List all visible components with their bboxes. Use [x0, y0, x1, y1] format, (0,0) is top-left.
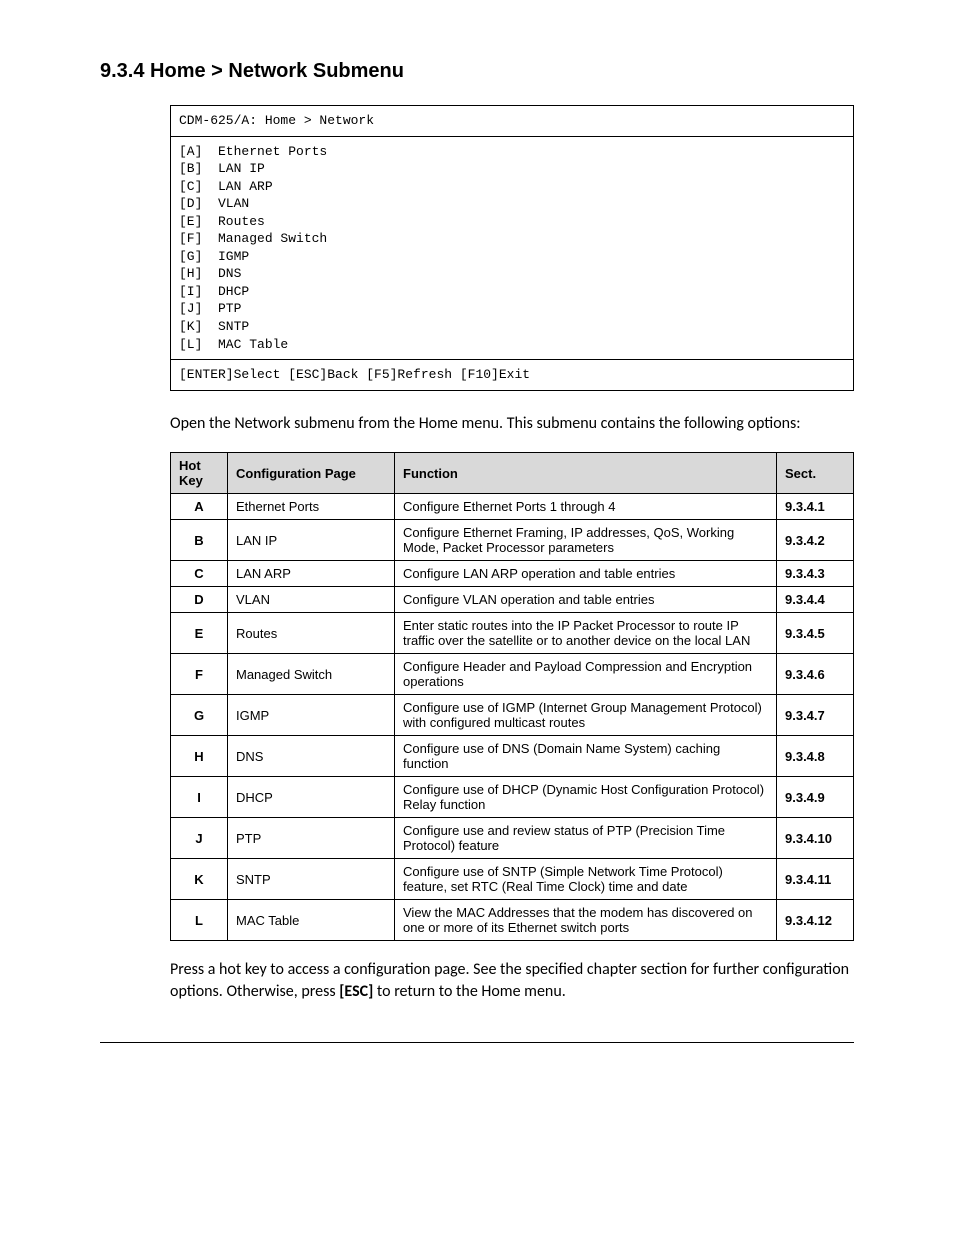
section-heading: 9.3.4 Home > Network Submenu	[100, 60, 854, 83]
terminal-title: CDM-625/A: Home > Network	[171, 106, 853, 137]
cell-function: Configure use of IGMP (Internet Group Ma…	[395, 695, 777, 736]
closing-paragraph: Press a hot key to access a configuratio…	[170, 959, 854, 1002]
cell-sect: 9.3.4.8	[777, 736, 854, 777]
cell-sect: 9.3.4.3	[777, 561, 854, 587]
cell-page: DHCP	[228, 777, 395, 818]
table-row: DVLANConfigure VLAN operation and table …	[171, 587, 854, 613]
closing-esc: [ESC]	[339, 982, 373, 1001]
footer-rule	[100, 1042, 854, 1043]
cell-function: Configure use of SNTP (Simple Network Ti…	[395, 859, 777, 900]
cell-page: VLAN	[228, 587, 395, 613]
table-row: JPTPConfigure use and review status of P…	[171, 818, 854, 859]
table-row: HDNSConfigure use of DNS (Domain Name Sy…	[171, 736, 854, 777]
cell-sect: 9.3.4.10	[777, 818, 854, 859]
cell-page: LAN ARP	[228, 561, 395, 587]
cell-page: IGMP	[228, 695, 395, 736]
table-row: CLAN ARPConfigure LAN ARP operation and …	[171, 561, 854, 587]
cell-sect: 9.3.4.9	[777, 777, 854, 818]
cell-hotkey: A	[171, 494, 228, 520]
table-row: ERoutesEnter static routes into the IP P…	[171, 613, 854, 654]
cell-function: Configure use of DHCP (Dynamic Host Conf…	[395, 777, 777, 818]
cell-page: DNS	[228, 736, 395, 777]
table-row: KSNTPConfigure use of SNTP (Simple Netwo…	[171, 859, 854, 900]
cell-sect: 9.3.4.1	[777, 494, 854, 520]
cell-function: Configure VLAN operation and table entri…	[395, 587, 777, 613]
table-row: FManaged SwitchConfigure Header and Payl…	[171, 654, 854, 695]
cell-function: Configure use and review status of PTP (…	[395, 818, 777, 859]
cell-function: Configure Ethernet Framing, IP addresses…	[395, 520, 777, 561]
cell-function: Configure LAN ARP operation and table en…	[395, 561, 777, 587]
closing-post: to return to the Home menu.	[373, 982, 565, 1001]
cell-sect: 9.3.4.2	[777, 520, 854, 561]
cell-hotkey: C	[171, 561, 228, 587]
table-row: BLAN IPConfigure Ethernet Framing, IP ad…	[171, 520, 854, 561]
cell-sect: 9.3.4.11	[777, 859, 854, 900]
cell-hotkey: E	[171, 613, 228, 654]
cell-page: Routes	[228, 613, 395, 654]
cell-hotkey: G	[171, 695, 228, 736]
cell-sect: 9.3.4.6	[777, 654, 854, 695]
table-header-row: Hot Key Configuration Page Function Sect…	[171, 453, 854, 494]
cell-sect: 9.3.4.7	[777, 695, 854, 736]
table-row: AEthernet PortsConfigure Ethernet Ports …	[171, 494, 854, 520]
col-function: Function	[395, 453, 777, 494]
table-row: IDHCPConfigure use of DHCP (Dynamic Host…	[171, 777, 854, 818]
cell-hotkey: F	[171, 654, 228, 695]
cell-sect: 9.3.4.12	[777, 900, 854, 941]
col-sect: Sect.	[777, 453, 854, 494]
cell-hotkey: I	[171, 777, 228, 818]
cell-sect: 9.3.4.4	[777, 587, 854, 613]
cell-function: Configure Ethernet Ports 1 through 4	[395, 494, 777, 520]
col-hotkey: Hot Key	[171, 453, 228, 494]
intro-paragraph: Open the Network submenu from the Home m…	[170, 413, 854, 435]
cell-page: LAN IP	[228, 520, 395, 561]
terminal-window: CDM-625/A: Home > Network [A] Ethernet P…	[170, 105, 854, 391]
cell-function: Configure use of DNS (Domain Name System…	[395, 736, 777, 777]
col-page: Configuration Page	[228, 453, 395, 494]
cell-hotkey: H	[171, 736, 228, 777]
cell-sect: 9.3.4.5	[777, 613, 854, 654]
cell-function: View the MAC Addresses that the modem ha…	[395, 900, 777, 941]
cell-hotkey: D	[171, 587, 228, 613]
cell-hotkey: B	[171, 520, 228, 561]
table-row: GIGMPConfigure use of IGMP (Internet Gro…	[171, 695, 854, 736]
cell-hotkey: L	[171, 900, 228, 941]
cell-page: Managed Switch	[228, 654, 395, 695]
cell-page: Ethernet Ports	[228, 494, 395, 520]
terminal-footer: [ENTER]Select [ESC]Back [F5]Refresh [F10…	[171, 360, 853, 390]
cell-function: Configure Header and Payload Compression…	[395, 654, 777, 695]
cell-page: SNTP	[228, 859, 395, 900]
cell-page: MAC Table	[228, 900, 395, 941]
cell-hotkey: J	[171, 818, 228, 859]
cell-hotkey: K	[171, 859, 228, 900]
cell-page: PTP	[228, 818, 395, 859]
table-row: LMAC TableView the MAC Addresses that th…	[171, 900, 854, 941]
cell-function: Enter static routes into the IP Packet P…	[395, 613, 777, 654]
options-table: Hot Key Configuration Page Function Sect…	[170, 452, 854, 941]
terminal-menu: [A] Ethernet Ports [B] LAN IP [C] LAN AR…	[171, 137, 853, 361]
